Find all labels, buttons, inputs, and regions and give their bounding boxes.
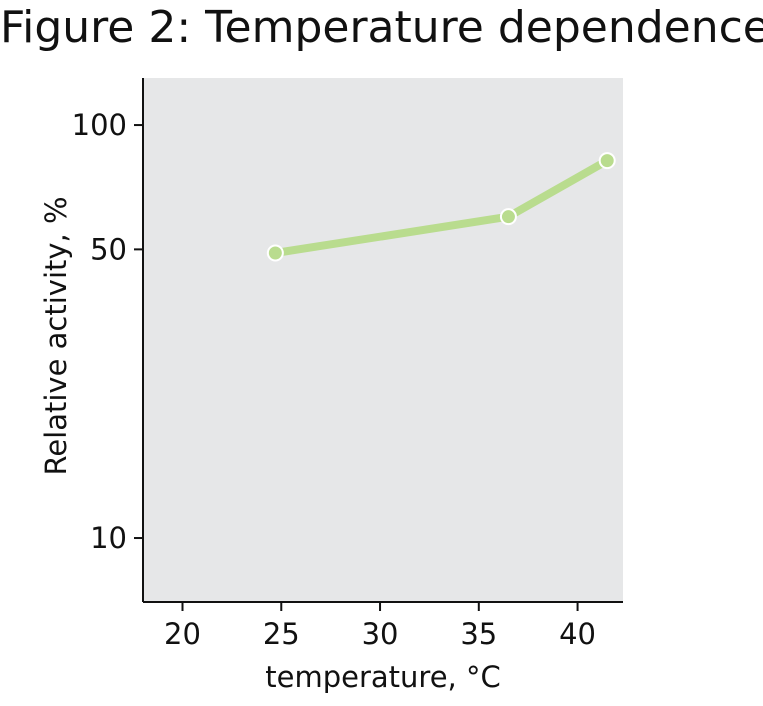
data-point <box>266 244 284 262</box>
y-tick-label: 100 <box>72 108 127 142</box>
chart-title: Figure 2: Temperature dependence <box>0 2 763 53</box>
x-tick-label: 35 <box>460 617 497 651</box>
y-axis-label: Relative activity, % <box>39 196 73 475</box>
data-point <box>499 208 517 226</box>
x-axis-label: temperature, °C <box>265 660 500 694</box>
x-tick-label: 20 <box>164 617 201 651</box>
y-axis: 10 50 100 <box>72 78 144 602</box>
data-point <box>598 152 616 170</box>
x-tick-label: 30 <box>362 617 399 651</box>
x-axis: 20 25 30 35 40 <box>143 601 623 651</box>
plot-area-background <box>143 78 623 602</box>
y-tick-label: 50 <box>90 232 127 266</box>
x-tick-label: 25 <box>263 617 300 651</box>
series-layer <box>266 152 616 262</box>
y-tick-label: 10 <box>90 521 127 555</box>
x-tick-label: 40 <box>559 617 596 651</box>
